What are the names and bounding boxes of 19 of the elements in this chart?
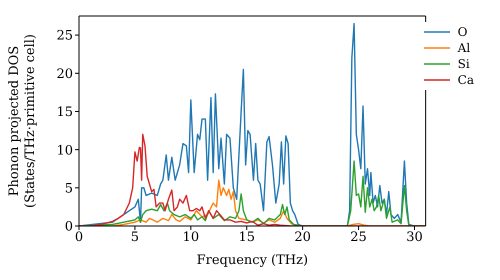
legend-label: O [458,24,468,40]
x-tick-label: 15 [238,230,256,246]
legend-label: Al [458,40,470,56]
legend-label: Si [458,56,470,72]
y-axis-title: Phonon projected DOS (States/THz·primitive cell) [7,34,38,208]
x-axis-title: Frequency (THz) [196,253,308,268]
y-tick-label: 25 [56,28,73,44]
y-tick-label: 0 [64,220,73,235]
x-tick-label: 5 [130,230,140,246]
x-tick-label: 10 [182,230,200,246]
y-tick-label: 20 [56,66,73,82]
legend-label: Ca [458,72,474,88]
x-tick-label: 30 [406,230,423,246]
y-tick-label: 15 [56,105,73,120]
x-tick-label: 20 [294,230,311,246]
y-tick-label: 5 [64,181,73,196]
y-tick-label: 10 [56,143,73,158]
x-tick-label: 0 [74,230,84,246]
x-tick-label: 25 [350,230,367,246]
